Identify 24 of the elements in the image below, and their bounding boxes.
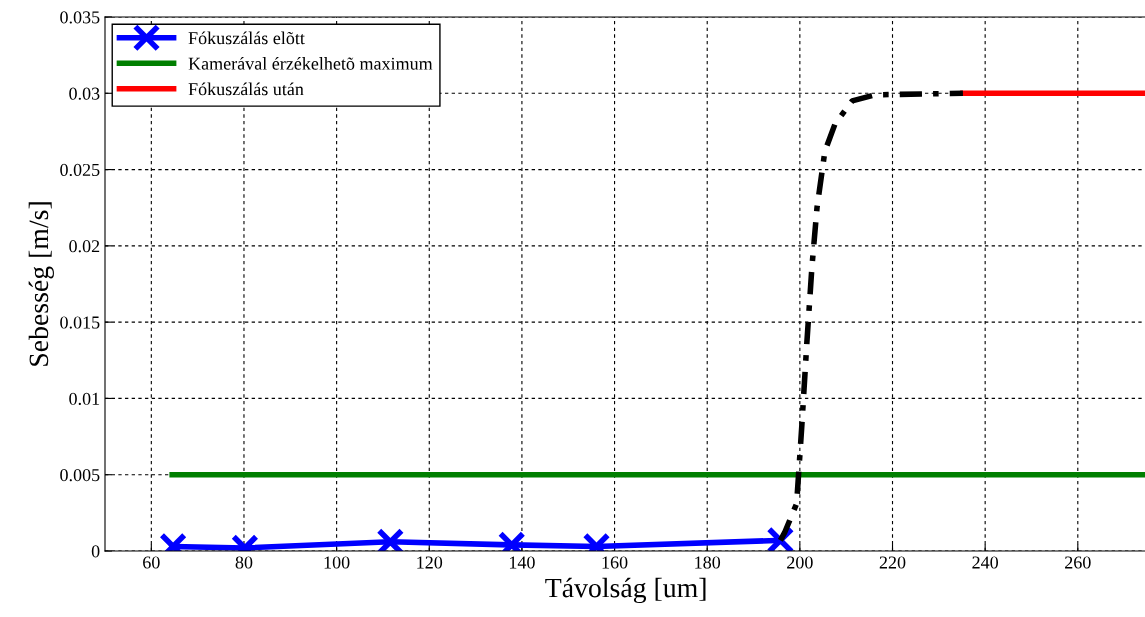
y-axis-title: Sebesség [m/s] (28, 202, 54, 366)
legend-label: Kamerával érzékelhetõ maximum (188, 57, 433, 70)
y-tick-label: 0.035 (60, 11, 100, 24)
legend-label: Fókuszálás elõtt (188, 31, 305, 45)
y-tick-label: 0 (91, 545, 100, 558)
x-tick-label: 100 (324, 556, 350, 569)
x-tick-label: 120 (417, 556, 443, 569)
y-tick-label: 0.015 (60, 316, 100, 329)
x-tick-label: 200 (787, 556, 813, 569)
x-tick-label: 160 (602, 556, 628, 569)
legend-label: Fókuszálás után (188, 82, 304, 96)
y-tick-label: 0.03 (69, 87, 100, 100)
x-tick-label: 60 (143, 556, 160, 569)
x-tick-label: 260 (1065, 556, 1091, 569)
x-tick-label: 80 (235, 556, 253, 569)
x-tick-label: 140 (509, 556, 535, 569)
y-tick-label: 0.005 (60, 468, 100, 482)
y-tick-label: 0.02 (69, 240, 100, 253)
x-axis-title: Távolság [um] (545, 577, 706, 604)
y-tick-label: 0.01 (69, 392, 100, 405)
x-tick-label: 180 (695, 556, 721, 569)
x-tick-label: 240 (972, 556, 999, 569)
y-tick-label: 0.025 (60, 163, 100, 177)
x-tick-label: 220 (879, 556, 906, 569)
